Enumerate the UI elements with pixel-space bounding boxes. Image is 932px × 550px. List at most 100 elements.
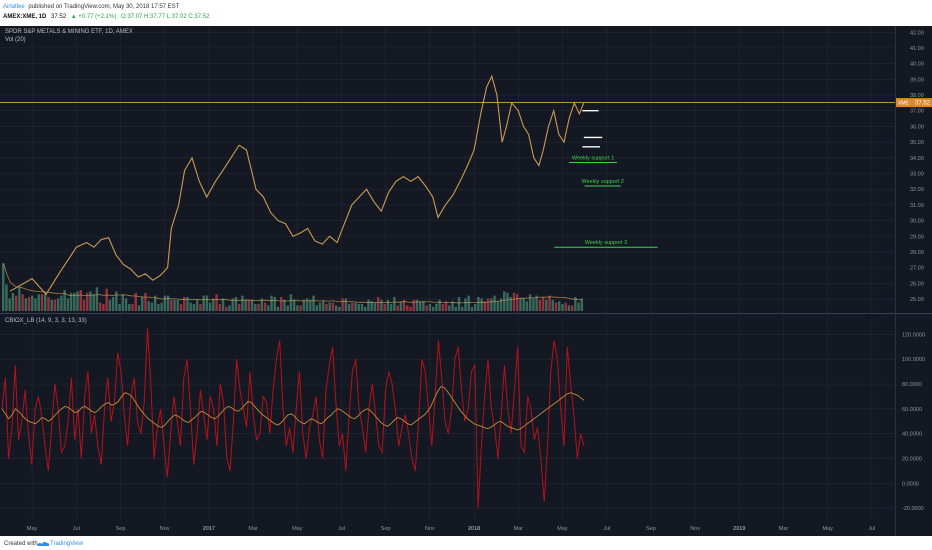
- volume-bar: [124, 298, 128, 311]
- volume-bar: [461, 306, 464, 311]
- volume-bar: [541, 297, 545, 311]
- time-tick-label: Nov: [690, 526, 700, 532]
- oscillator-grid: [0, 334, 895, 509]
- volume-bar: [393, 297, 396, 311]
- time-axis-ticks: May Jul Sep Nov 2017 Mar May Jul Sep Nov 2018 Mar Ma…: [27, 526, 876, 532]
- volume-bar: [166, 295, 170, 311]
- volume-bar: [506, 292, 509, 311]
- volume-bar: [215, 294, 218, 311]
- volume-bar: [121, 294, 125, 311]
- volume-bar: [137, 305, 141, 311]
- support-label: Weekly support 2: [581, 179, 623, 185]
- time-tick-label: Nov: [425, 526, 435, 532]
- oscillator-main-line: [1, 328, 585, 509]
- current-price-tag-bg: [896, 98, 932, 108]
- volume-bar: [357, 304, 361, 311]
- volume-bar: [360, 304, 364, 311]
- volume-bar: [34, 298, 37, 311]
- volume-bar: [205, 295, 209, 311]
- volume-bar: [76, 291, 79, 311]
- volume-bar: [574, 297, 577, 311]
- price-tick-label: 39.00: [910, 77, 924, 83]
- volume-bar: [179, 304, 183, 311]
- volume-bar: [296, 305, 299, 311]
- volume-bar: [441, 304, 445, 311]
- footer-created-with: Created with: [4, 541, 38, 547]
- volume-bar: [141, 297, 144, 311]
- volume-bar: [225, 306, 228, 311]
- volume-bar: [309, 299, 312, 311]
- volume-bar: [128, 304, 131, 311]
- volume-bar: [5, 284, 8, 311]
- volume-bar: [170, 299, 173, 311]
- volume-bar: [406, 305, 409, 311]
- author-link[interactable]: Airlatlee: [3, 4, 25, 10]
- volume-bar: [192, 304, 196, 311]
- volume-bar: [79, 290, 83, 311]
- volume-bar: [473, 304, 477, 311]
- volume-bar: [31, 295, 34, 311]
- volume-bar: [302, 299, 306, 311]
- oscillator-axis-bg: [895, 314, 932, 520]
- price-pane-bg: [0, 26, 895, 313]
- volume-bar: [341, 298, 344, 311]
- price-axis-ticks: 42.00 41.00 40.00 39.00 38.00 37.00 36.00 35.00…: [910, 30, 924, 303]
- volume-bar: [228, 305, 231, 311]
- volume-bar: [338, 306, 341, 311]
- footer-brand-link[interactable]: TradingView: [50, 541, 84, 547]
- time-tick-label: Nov: [160, 526, 170, 532]
- time-tick-label: Mar: [514, 526, 524, 532]
- support-label: Weekly support 1: [572, 156, 614, 162]
- volume-bar: [570, 305, 574, 311]
- price-tick-label: 29.00: [910, 234, 924, 240]
- volume-bar: [173, 299, 176, 311]
- volume-bar: [499, 298, 503, 311]
- volume-bar: [380, 299, 383, 311]
- volume-bar: [18, 287, 21, 311]
- volume-bar: [419, 301, 422, 311]
- price-tick-label: 37.00: [910, 109, 924, 115]
- volume-bar: [247, 299, 251, 311]
- volume-bar: [431, 306, 435, 311]
- time-tick-label: 2018: [468, 526, 480, 532]
- price-tick-label: 42.00: [910, 30, 924, 36]
- volume-bar: [512, 292, 516, 311]
- volume-bar: [153, 295, 157, 311]
- ohlc-values: O:37.07 H:37.77 L:37.02 C:37.52: [121, 14, 210, 20]
- volume-bar: [221, 298, 225, 311]
- price-tick-label: 32.00: [910, 187, 924, 193]
- volume-bar: [438, 299, 441, 311]
- volume-bar: [480, 298, 483, 311]
- volume-bar: [448, 305, 451, 311]
- support-label: Weekly support 3: [585, 240, 627, 246]
- time-tick-label: Jul: [603, 526, 610, 532]
- volume-bar: [409, 306, 412, 311]
- tradingview-logo-icon: [37, 541, 50, 546]
- volume-bar: [535, 295, 538, 311]
- volume-bar: [283, 299, 286, 311]
- volume-bar: [364, 306, 367, 311]
- volume-bar: [503, 291, 506, 311]
- time-tick-label: Mar: [248, 526, 258, 532]
- volume-bar: [292, 299, 296, 311]
- volume-bar: [490, 298, 493, 311]
- volume-bar: [95, 287, 99, 311]
- price-pane-title: SPDR S&P METALS & MINING ETF, 1D, AMEX: [5, 29, 133, 35]
- price-change: ▲ +0.77 (+2.1%): [71, 14, 117, 20]
- volume-bar: [331, 302, 335, 311]
- oscillator-tick-label: 0.0000: [902, 481, 919, 487]
- price-tick-label: 33.00: [910, 171, 924, 177]
- volume-bar: [312, 295, 315, 311]
- price-tick-label: 35.00: [910, 140, 924, 146]
- volume-bar: [415, 299, 419, 311]
- volume-bar: [40, 294, 44, 311]
- volume-bar: [305, 298, 309, 311]
- volume-bar: [102, 304, 105, 311]
- volume-bar: [189, 302, 192, 311]
- volume-bar: [519, 298, 522, 311]
- volume-bar: [554, 302, 558, 311]
- price-tick-label: 26.00: [910, 281, 924, 287]
- price-tick-label: 34.00: [910, 156, 924, 162]
- volume-bar: [551, 299, 554, 311]
